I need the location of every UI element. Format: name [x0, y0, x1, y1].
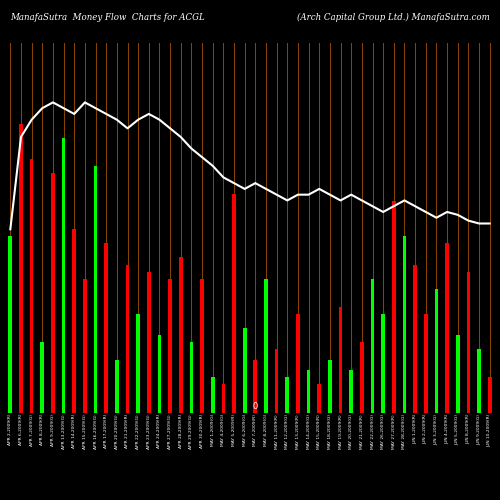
- Bar: [296, 314, 300, 412]
- Bar: [168, 278, 172, 412]
- Bar: [94, 166, 98, 412]
- Bar: [40, 342, 44, 412]
- Bar: [350, 370, 353, 412]
- Bar: [72, 230, 76, 412]
- Bar: [222, 384, 225, 412]
- Bar: [456, 335, 460, 412]
- Bar: [360, 342, 364, 412]
- Bar: [190, 342, 194, 412]
- Text: (Arch Capital Group Ltd.) ManafaSutra.com: (Arch Capital Group Ltd.) ManafaSutra.co…: [297, 12, 490, 22]
- Bar: [158, 335, 162, 412]
- Bar: [338, 307, 342, 412]
- Bar: [445, 244, 449, 412]
- Bar: [413, 264, 417, 412]
- Bar: [126, 264, 130, 412]
- Bar: [264, 278, 268, 412]
- Bar: [62, 138, 66, 412]
- Bar: [211, 378, 214, 412]
- Bar: [286, 378, 289, 412]
- Bar: [30, 159, 34, 412]
- Bar: [328, 360, 332, 412]
- Bar: [477, 349, 481, 412]
- Bar: [424, 314, 428, 412]
- Bar: [179, 258, 182, 412]
- Bar: [434, 289, 438, 412]
- Bar: [104, 244, 108, 412]
- Bar: [402, 236, 406, 412]
- Bar: [306, 370, 310, 412]
- Bar: [147, 272, 150, 412]
- Bar: [488, 378, 492, 412]
- Bar: [51, 173, 55, 412]
- Bar: [275, 349, 278, 412]
- Bar: [200, 278, 204, 412]
- Bar: [254, 360, 257, 412]
- Bar: [243, 328, 246, 412]
- Bar: [466, 272, 470, 412]
- Bar: [115, 360, 118, 412]
- Text: 0: 0: [252, 402, 258, 410]
- Text: ManafaSutra  Money Flow  Charts for ACGL: ManafaSutra Money Flow Charts for ACGL: [10, 12, 205, 22]
- Bar: [318, 384, 321, 412]
- Bar: [232, 194, 236, 412]
- Bar: [136, 314, 140, 412]
- Bar: [370, 278, 374, 412]
- Bar: [83, 278, 87, 412]
- Bar: [382, 314, 385, 412]
- Bar: [392, 201, 396, 412]
- Bar: [8, 236, 12, 412]
- Bar: [19, 124, 23, 412]
